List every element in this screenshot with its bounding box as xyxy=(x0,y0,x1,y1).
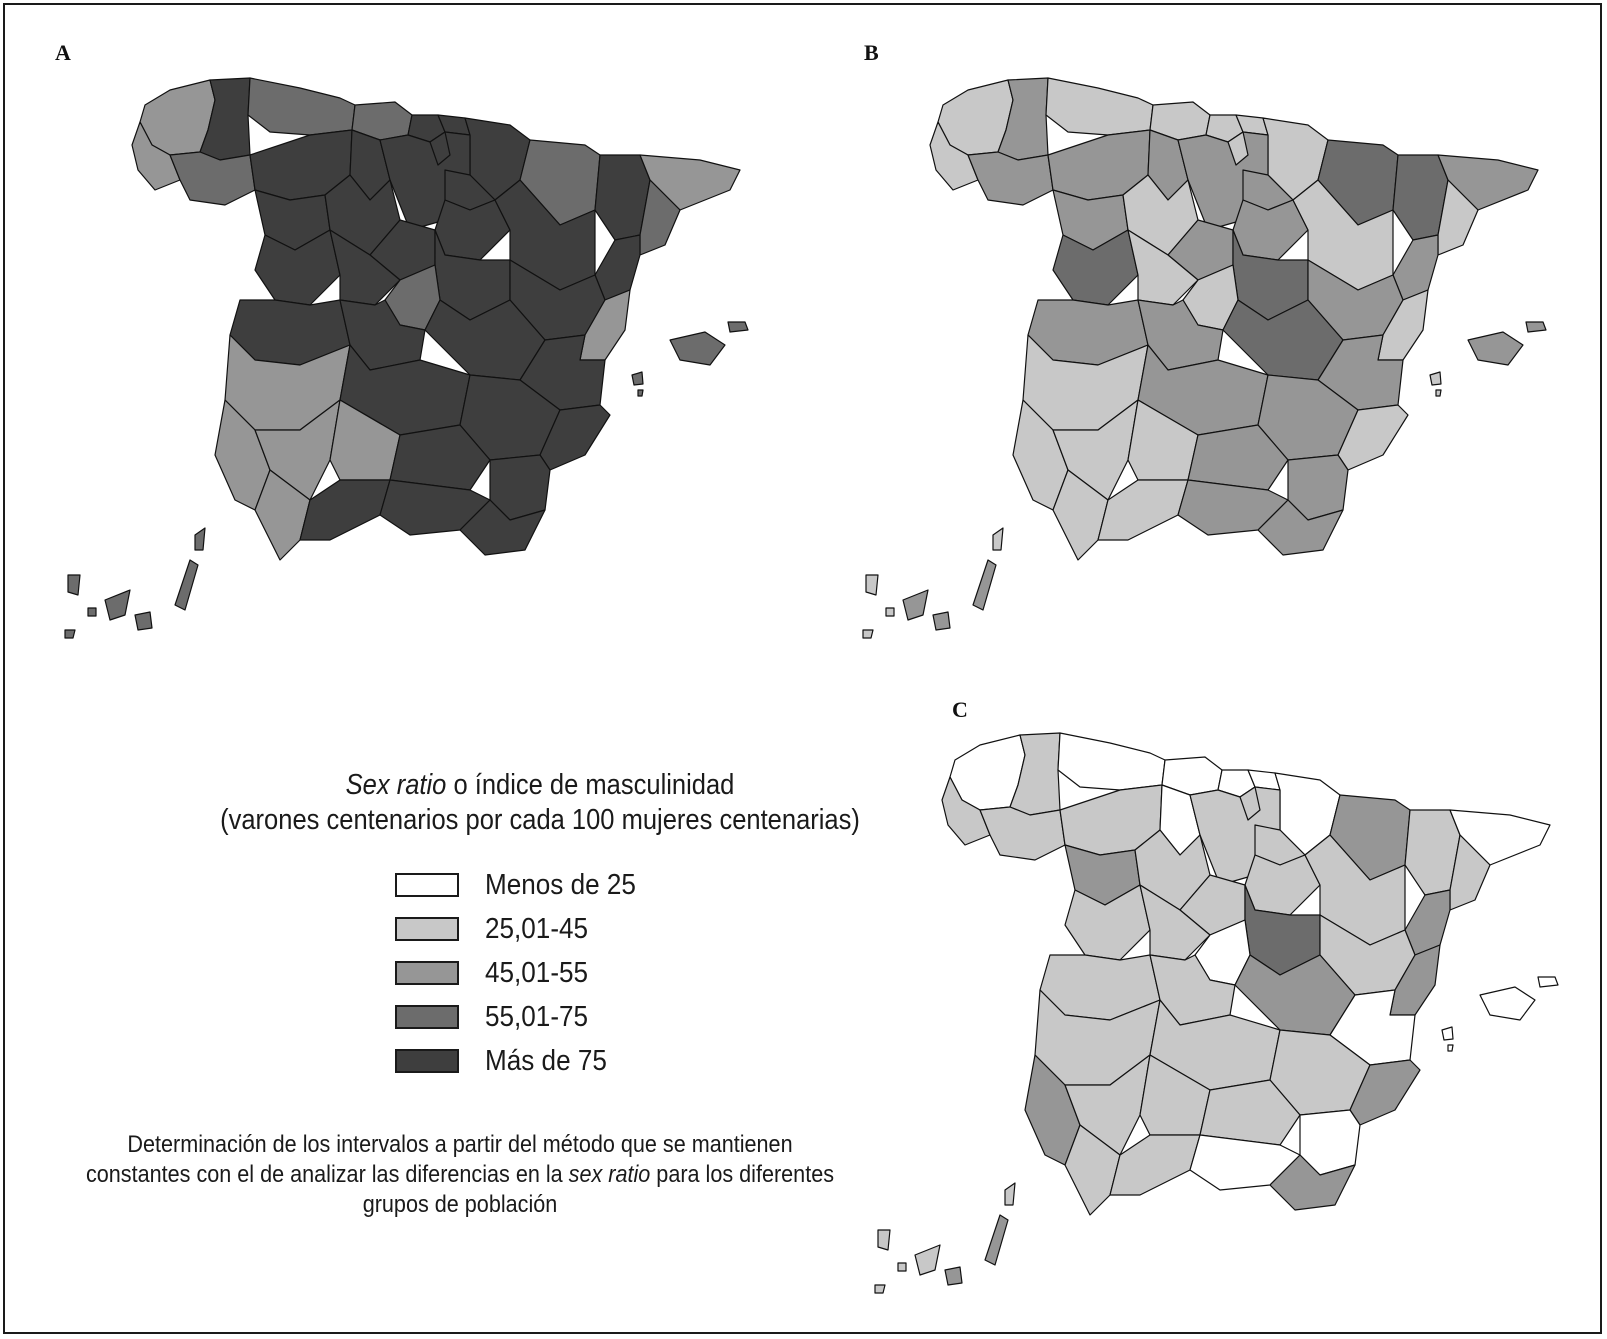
legend-item: Menos de 25 xyxy=(395,863,725,907)
province-mallorca xyxy=(1467,331,1524,366)
method-note: Determinación de los intervalos a partir… xyxy=(55,1130,865,1220)
province-tarragona xyxy=(594,234,641,301)
province-tarragona xyxy=(1392,234,1439,301)
method-note-line-2: constantes con el de analizar las difere… xyxy=(55,1160,865,1190)
province-almeria xyxy=(459,499,546,556)
province-lanzarote xyxy=(194,527,206,551)
map-panel-b xyxy=(862,77,1547,639)
legend-swatch-55-75 xyxy=(395,1005,459,1029)
legend-item: 55,01-75 xyxy=(395,995,725,1039)
province-almeria xyxy=(1257,499,1344,556)
province-formentera xyxy=(1435,389,1442,397)
legend-item: 25,01-45 xyxy=(395,907,725,951)
map-panel-a xyxy=(64,77,749,639)
province-tenerife xyxy=(914,1244,941,1276)
province-menorca xyxy=(727,321,749,333)
province-gran-canaria xyxy=(134,611,153,631)
province-tenerife xyxy=(902,589,929,621)
province-mallorca xyxy=(669,331,726,366)
province-soria xyxy=(1232,199,1309,261)
province-ibiza xyxy=(1441,1026,1454,1041)
province-alava xyxy=(429,131,451,166)
province-asturias xyxy=(1045,77,1154,136)
province-formentera xyxy=(1447,1044,1454,1052)
province-cadiz xyxy=(254,469,311,561)
province-la-palma xyxy=(67,574,81,596)
province-jaen xyxy=(1199,1079,1301,1146)
method-note-line-1: Determinación de los intervalos a partir… xyxy=(127,1131,793,1158)
province-gomera xyxy=(897,1262,907,1272)
legend-label: Menos de 25 xyxy=(485,868,636,901)
province-tarragona xyxy=(1404,889,1451,956)
legend-swatch-25-45 xyxy=(395,917,459,941)
legend-label: 55,01-75 xyxy=(485,1000,589,1033)
province-gran-canaria xyxy=(944,1266,963,1286)
province-ibiza xyxy=(631,371,644,386)
province-salamanca xyxy=(1064,884,1151,961)
province-ibiza xyxy=(1429,371,1442,386)
method-note-italic: sex ratio xyxy=(568,1161,651,1188)
legend-swatch-45-55 xyxy=(395,961,459,985)
province-gomera xyxy=(87,607,97,617)
method-note-line-2a: constantes con el de analizar las difere… xyxy=(85,1161,569,1188)
legend-label: Más de 75 xyxy=(485,1044,607,1077)
province-soria xyxy=(1244,854,1321,916)
province-la-palma xyxy=(865,574,879,596)
province-tenerife xyxy=(104,589,131,621)
province-pontevedra xyxy=(131,121,181,191)
province-lanzarote xyxy=(1004,1182,1016,1206)
province-soria xyxy=(434,199,511,261)
province-pontevedra xyxy=(929,121,979,191)
panel-label-b: B xyxy=(864,40,879,65)
province-ourense xyxy=(979,806,1066,861)
province-gomera xyxy=(885,607,895,617)
province-barcelona xyxy=(639,179,681,256)
province-cadiz xyxy=(1064,1124,1121,1216)
province-almeria xyxy=(1269,1154,1356,1211)
province-menorca xyxy=(1537,976,1559,988)
legend-item: Más de 75 xyxy=(395,1039,725,1083)
method-note-line-3: grupos de población xyxy=(362,1191,558,1218)
province-menorca xyxy=(1525,321,1547,333)
legend-title-rest: o índice de masculinidad xyxy=(446,769,735,801)
method-note-line-2b: para los diferentes xyxy=(650,1161,835,1188)
province-formentera xyxy=(637,389,644,397)
province-salamanca xyxy=(254,229,341,306)
legend: Menos de 25 25,01-45 45,01-55 55,01-75 M… xyxy=(395,863,725,1083)
legend-label: 25,01-45 xyxy=(485,912,589,945)
panel-label-c: C xyxy=(952,697,968,722)
province-ourense xyxy=(169,151,256,206)
province-fuerteventura xyxy=(174,559,199,611)
province-mallorca xyxy=(1479,986,1536,1021)
province-asturias xyxy=(1057,732,1166,791)
province-barcelona xyxy=(1449,834,1491,911)
province-hierro xyxy=(64,629,76,639)
legend-title: Sex ratio o índice de masculinidad (varo… xyxy=(197,768,883,838)
legend-item: 45,01-55 xyxy=(395,951,725,995)
province-hierro xyxy=(874,1284,886,1294)
province-pontevedra xyxy=(941,776,991,846)
province-la-palma xyxy=(877,1229,891,1251)
province-jaen xyxy=(1187,424,1289,491)
province-fuerteventura xyxy=(984,1214,1009,1266)
province-gran-canaria xyxy=(932,611,951,631)
province-alava xyxy=(1227,131,1249,166)
legend-swatch-menos-25 xyxy=(395,873,459,897)
province-lanzarote xyxy=(992,527,1004,551)
province-hierro xyxy=(862,629,874,639)
panel-label-a: A xyxy=(55,40,71,65)
legend-subtitle: (varones centenarios por cada 100 mujere… xyxy=(220,804,860,836)
legend-title-italic: Sex ratio xyxy=(345,769,447,801)
legend-label: 45,01-55 xyxy=(485,956,589,989)
province-salamanca xyxy=(1052,229,1139,306)
map-panel-c xyxy=(874,732,1559,1294)
legend-swatch-mas-75 xyxy=(395,1049,459,1073)
province-cadiz xyxy=(1052,469,1109,561)
province-ourense xyxy=(967,151,1054,206)
province-asturias xyxy=(247,77,356,136)
province-fuerteventura xyxy=(972,559,997,611)
province-barcelona xyxy=(1437,179,1479,256)
province-jaen xyxy=(389,424,491,491)
province-alava xyxy=(1239,786,1261,821)
